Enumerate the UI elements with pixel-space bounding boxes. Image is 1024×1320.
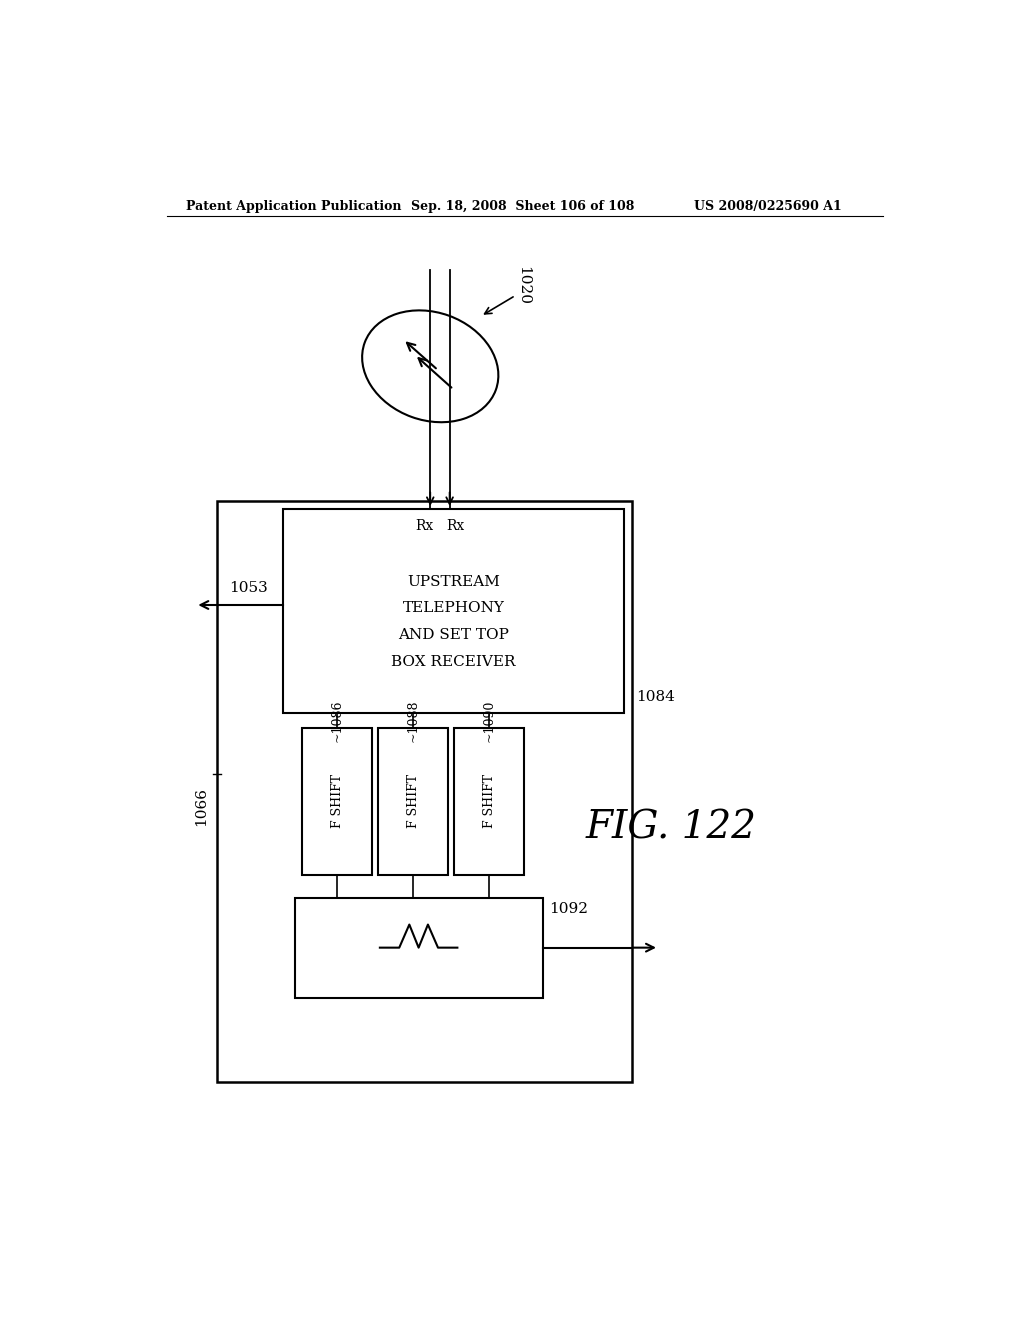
- Text: UPSTREAM: UPSTREAM: [408, 574, 500, 589]
- Text: 1053: 1053: [228, 581, 267, 595]
- Bar: [295, 898, 543, 998]
- Bar: [455, 729, 524, 875]
- Text: ~1090: ~1090: [482, 700, 496, 742]
- Text: 1092: 1092: [549, 902, 588, 916]
- Text: 1066: 1066: [194, 787, 208, 826]
- Text: ~1086: ~1086: [331, 700, 344, 742]
- Bar: [283, 508, 624, 713]
- Text: Rx: Rx: [446, 519, 465, 533]
- Text: TELEPHONY: TELEPHONY: [402, 602, 505, 615]
- Text: 1084: 1084: [636, 690, 675, 705]
- Text: Rx: Rx: [415, 519, 433, 533]
- Bar: [378, 729, 449, 875]
- Bar: [302, 729, 372, 875]
- Text: 1020: 1020: [516, 265, 530, 305]
- Text: F SHIFT: F SHIFT: [331, 775, 344, 829]
- Text: Patent Application Publication: Patent Application Publication: [186, 199, 401, 213]
- Text: Sep. 18, 2008  Sheet 106 of 108: Sep. 18, 2008 Sheet 106 of 108: [411, 199, 634, 213]
- Text: AND SET TOP: AND SET TOP: [398, 628, 509, 643]
- Text: F SHIFT: F SHIFT: [407, 775, 420, 829]
- Bar: [217, 502, 632, 1082]
- Text: ~1088: ~1088: [407, 700, 420, 742]
- Text: FIG. 122: FIG. 122: [586, 809, 757, 847]
- Text: BOX RECEIVER: BOX RECEIVER: [391, 655, 516, 669]
- Text: F SHIFT: F SHIFT: [482, 775, 496, 829]
- Text: US 2008/0225690 A1: US 2008/0225690 A1: [693, 199, 842, 213]
